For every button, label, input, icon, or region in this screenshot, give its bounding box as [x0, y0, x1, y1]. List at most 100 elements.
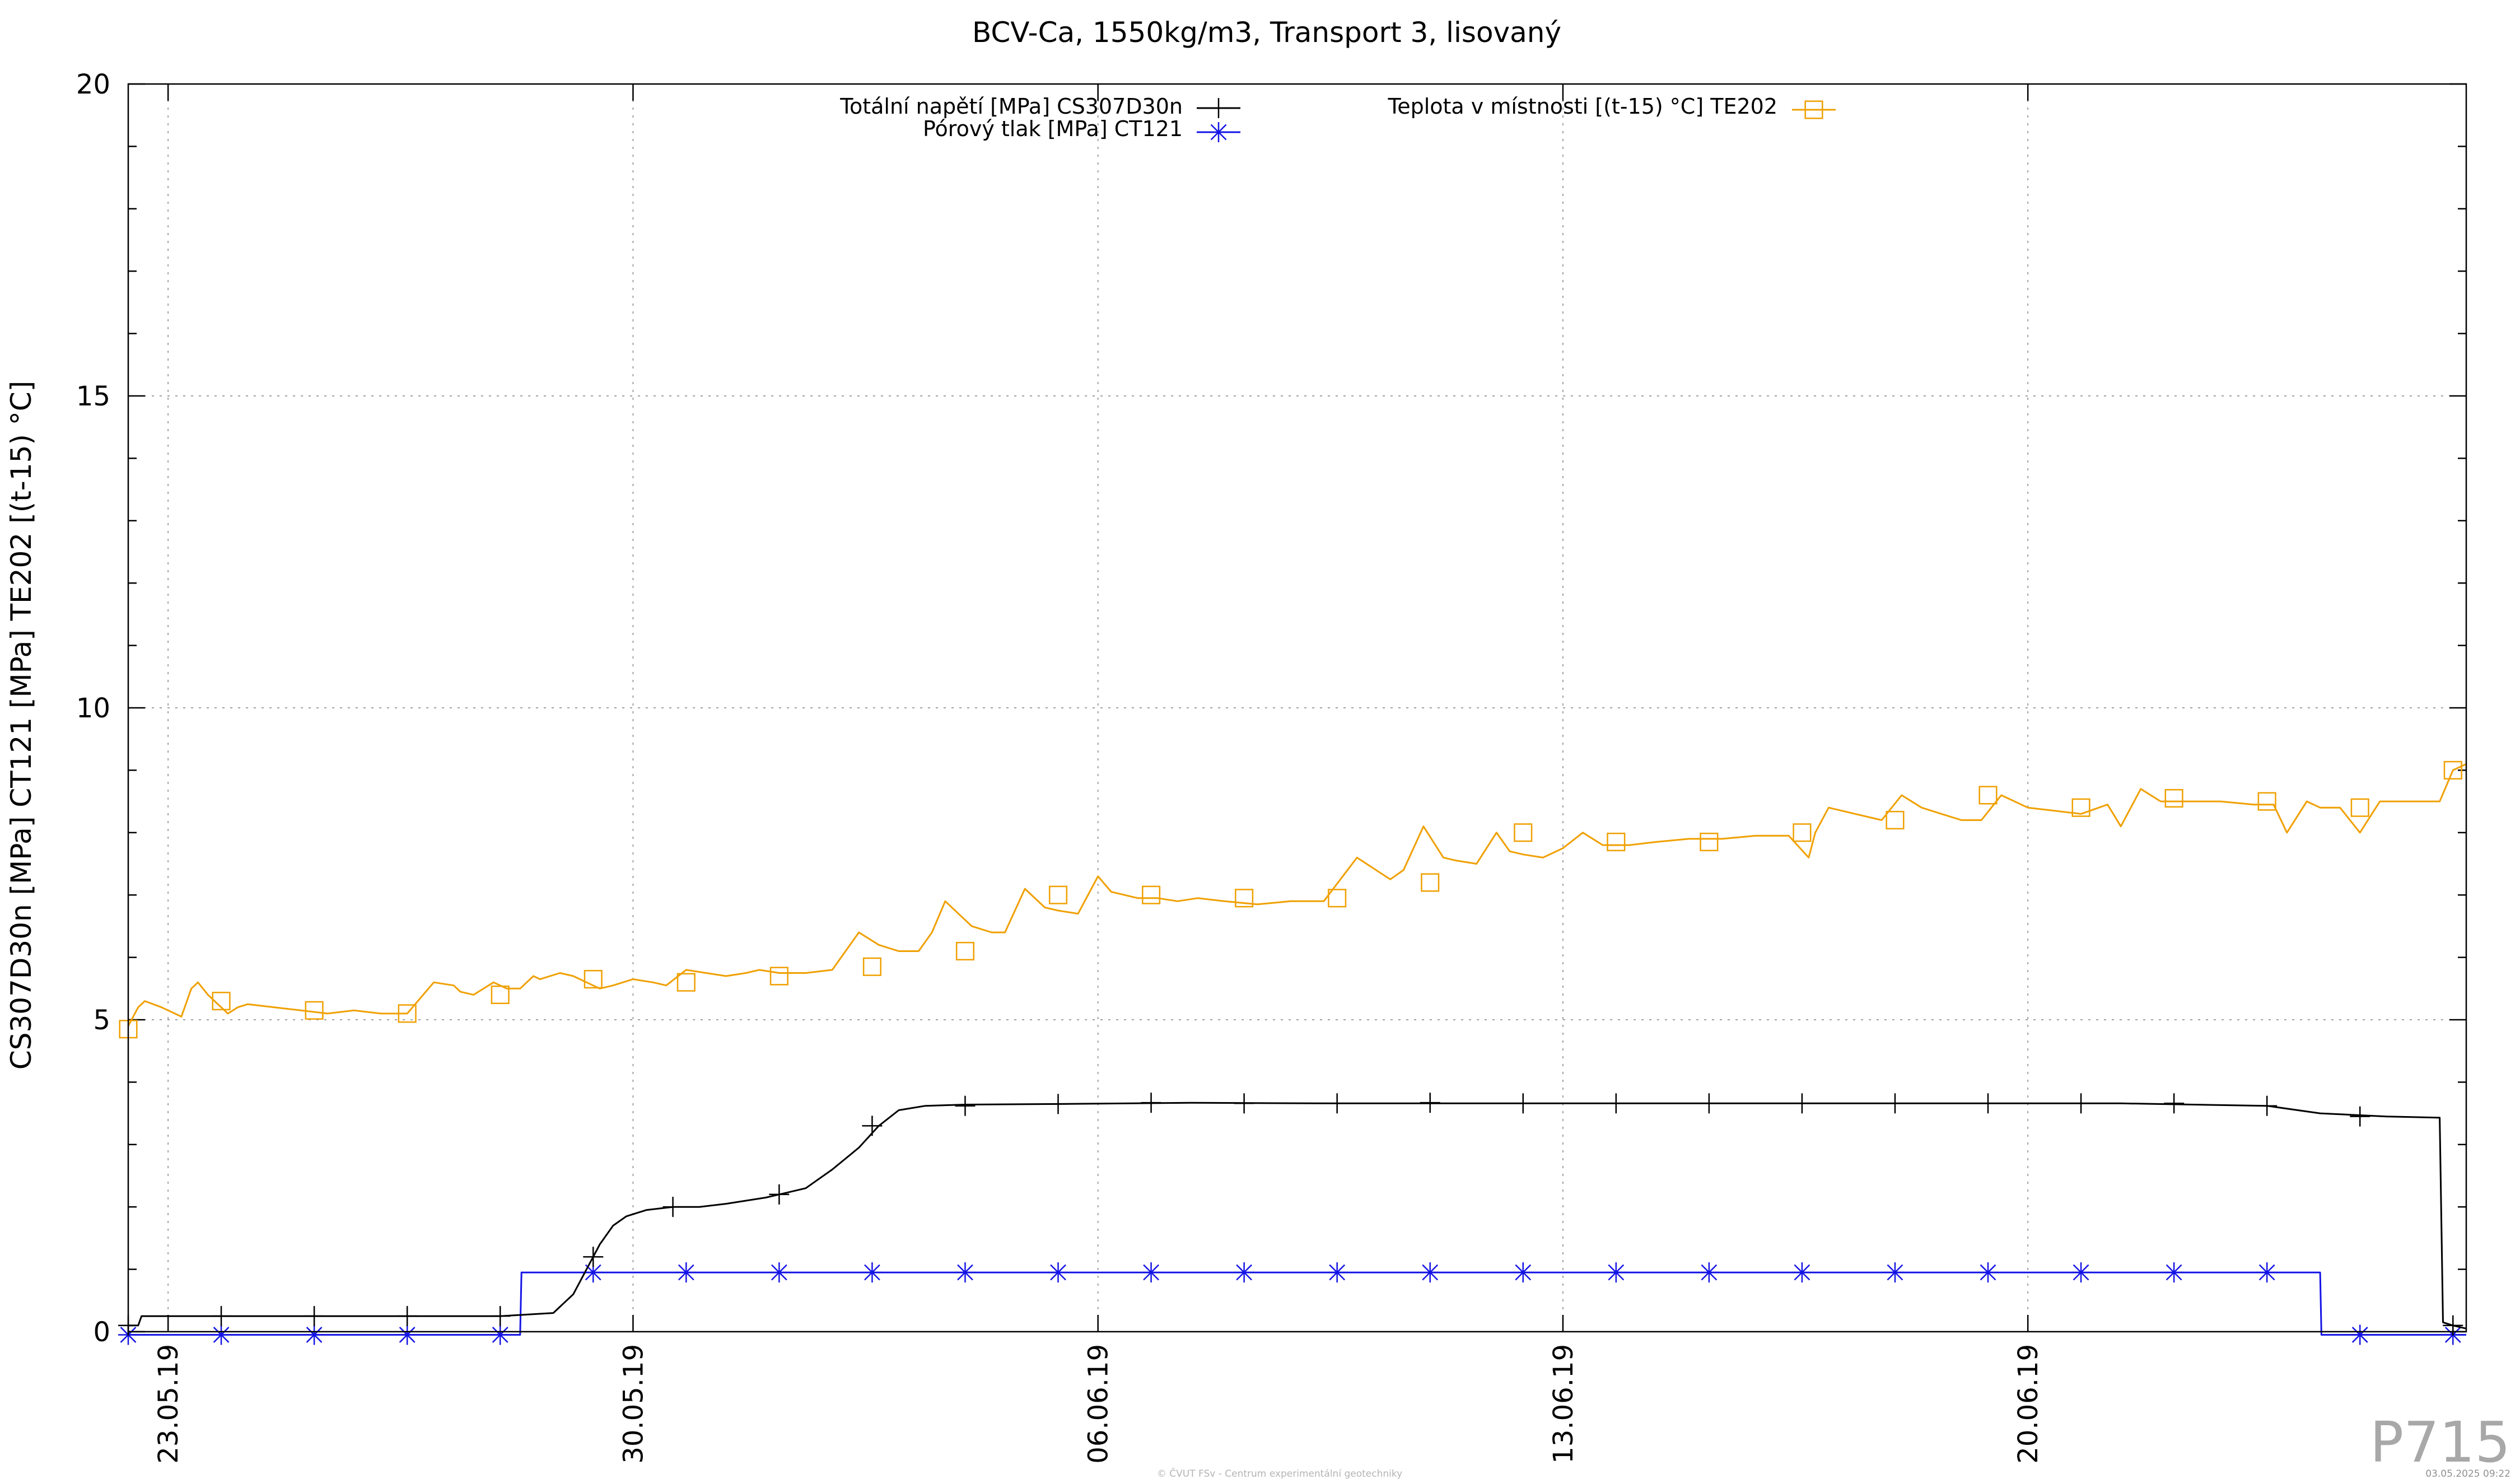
- data-point-marker: [1607, 832, 1626, 852]
- data-point-marker: [1327, 1093, 1347, 1114]
- data-point-marker: [1048, 1262, 1068, 1283]
- data-point-marker: [2443, 1315, 2463, 1336]
- data-point-marker: [1886, 810, 1905, 830]
- legend-marker-sample: [1208, 98, 1229, 118]
- x-tick-label: 13.06.19: [1548, 1344, 1579, 1464]
- series-total-stress: [118, 1093, 2467, 1336]
- data-point-marker: [769, 1184, 790, 1205]
- legend-entry: Totální napětí [MPa] CS307D30n: [839, 94, 1240, 119]
- data-point-marker: [769, 967, 788, 986]
- data-point-marker: [1606, 1262, 1626, 1283]
- data-point-marker: [1421, 873, 1440, 892]
- chart-title: BCV-Ca, 1550kg/m3, Transport 3, lisovaný: [972, 16, 1561, 49]
- plot-frame: [127, 83, 2467, 1333]
- data-point-marker: [491, 985, 510, 1004]
- data-point-marker: [1327, 1262, 1347, 1283]
- legend-marker-sample: [1804, 100, 1823, 119]
- y-tick-label: 15: [76, 381, 110, 412]
- data-point-marker: [211, 1324, 232, 1345]
- data-point-marker: [1328, 889, 1347, 908]
- data-point-marker: [490, 1306, 511, 1327]
- data-point-marker: [2164, 1262, 2185, 1283]
- data-point-marker: [584, 970, 603, 989]
- data-point-marker: [2164, 788, 2183, 808]
- data-point-marker: [1698, 1093, 1719, 1114]
- legend-entry: Teplota v místnosti [(t-15) °C] TE202: [1387, 94, 1836, 119]
- data-point-marker: [1141, 1262, 1161, 1283]
- data-point-marker: [1791, 1093, 1812, 1114]
- data-point-marker: [1700, 832, 1719, 852]
- data-point-marker: [955, 1262, 976, 1283]
- data-point-marker: [1513, 1093, 1533, 1114]
- axis-ticks: [128, 83, 2466, 1333]
- watermark-date: 03.05.2025 09:22: [2425, 1468, 2510, 1480]
- legend-label: Teplota v místnosti [(t-15) °C] TE202: [1387, 94, 1777, 119]
- data-point-marker: [2350, 798, 2369, 817]
- data-point-marker: [583, 1247, 604, 1267]
- watermark-copyright: © ČVUT FSv - Centrum experimentální geot…: [1157, 1467, 1402, 1480]
- data-point-marker: [1141, 1093, 1161, 1113]
- data-point-marker: [955, 1095, 976, 1116]
- data-point-marker: [2071, 1262, 2092, 1283]
- x-tick-label: 23.05.19: [153, 1344, 184, 1464]
- data-point-marker: [2071, 1093, 2092, 1114]
- data-point-marker: [304, 1324, 325, 1345]
- series: [118, 760, 2467, 1345]
- data-point-marker: [1048, 1094, 1068, 1114]
- data-point-marker: [304, 1306, 325, 1327]
- data-point-marker: [1606, 1093, 1626, 1114]
- data-point-marker: [1513, 1262, 1533, 1283]
- data-point-marker: [1234, 1093, 1254, 1114]
- x-tick-label: 20.06.19: [2013, 1344, 2044, 1464]
- grid: [128, 84, 2466, 1332]
- legend-marker-sample: [1208, 122, 1229, 142]
- data-point-marker: [397, 1324, 418, 1345]
- x-tick-label: 30.05.19: [618, 1344, 649, 1464]
- legend-label: Pórový tlak [MPa] CT121: [923, 116, 1183, 141]
- series-room-temperature: [119, 760, 2467, 1039]
- data-point-marker: [1884, 1093, 1905, 1114]
- data-point-marker: [2443, 760, 2462, 780]
- data-point-marker: [1698, 1262, 1719, 1283]
- data-point-marker: [2164, 1093, 2185, 1114]
- data-point-marker: [490, 1324, 511, 1345]
- series-line: [128, 1271, 2466, 1336]
- data-point-marker: [1978, 786, 1998, 805]
- watermark-code: P715: [2370, 1410, 2510, 1475]
- y-tick-label: 5: [93, 1005, 110, 1036]
- data-point-marker: [1048, 885, 1068, 904]
- data-point-marker: [2350, 1106, 2370, 1127]
- data-point-marker: [955, 941, 975, 961]
- data-point-marker: [862, 1116, 883, 1136]
- data-point-marker: [1142, 885, 1161, 904]
- y-tick-label: 0: [93, 1317, 110, 1348]
- data-point-marker: [212, 992, 231, 1011]
- data-point-marker: [662, 1197, 683, 1217]
- y-axis-label: CS307D30n [MPa] CT121 [MPa] TE202 [(t-15…: [5, 381, 38, 1070]
- data-point-marker: [1420, 1093, 1440, 1113]
- data-point-marker: [862, 957, 881, 976]
- data-point-marker: [397, 1306, 418, 1327]
- data-point-marker: [211, 1306, 232, 1327]
- data-point-marker: [1978, 1262, 1999, 1283]
- data-point-marker: [305, 1001, 324, 1020]
- y-tick-labels: 0 5 10 15 20: [76, 69, 110, 1348]
- data-point-marker: [1791, 1262, 1812, 1283]
- series-line: [127, 763, 2467, 1026]
- legend-label: Totální napětí [MPa] CS307D30n: [839, 94, 1183, 119]
- data-point-marker: [676, 1262, 697, 1283]
- data-point-marker: [1234, 1262, 1254, 1283]
- x-tick-labels: 23.05.19 30.05.19 06.06.19 13.06.19 20.06.19: [153, 1344, 2044, 1464]
- data-point-marker: [2257, 1262, 2278, 1283]
- legend-entry: Pórový tlak [MPa] CT121: [923, 116, 1240, 142]
- data-point-marker: [2257, 792, 2276, 811]
- data-point-marker: [1793, 823, 1812, 842]
- y-tick-label: 20: [76, 69, 110, 100]
- data-point-marker: [1235, 889, 1254, 908]
- data-point-marker: [1514, 823, 1533, 842]
- data-point-marker: [2071, 798, 2090, 817]
- x-tick-label: 06.06.19: [1083, 1344, 1114, 1464]
- data-point-marker: [2350, 1324, 2370, 1345]
